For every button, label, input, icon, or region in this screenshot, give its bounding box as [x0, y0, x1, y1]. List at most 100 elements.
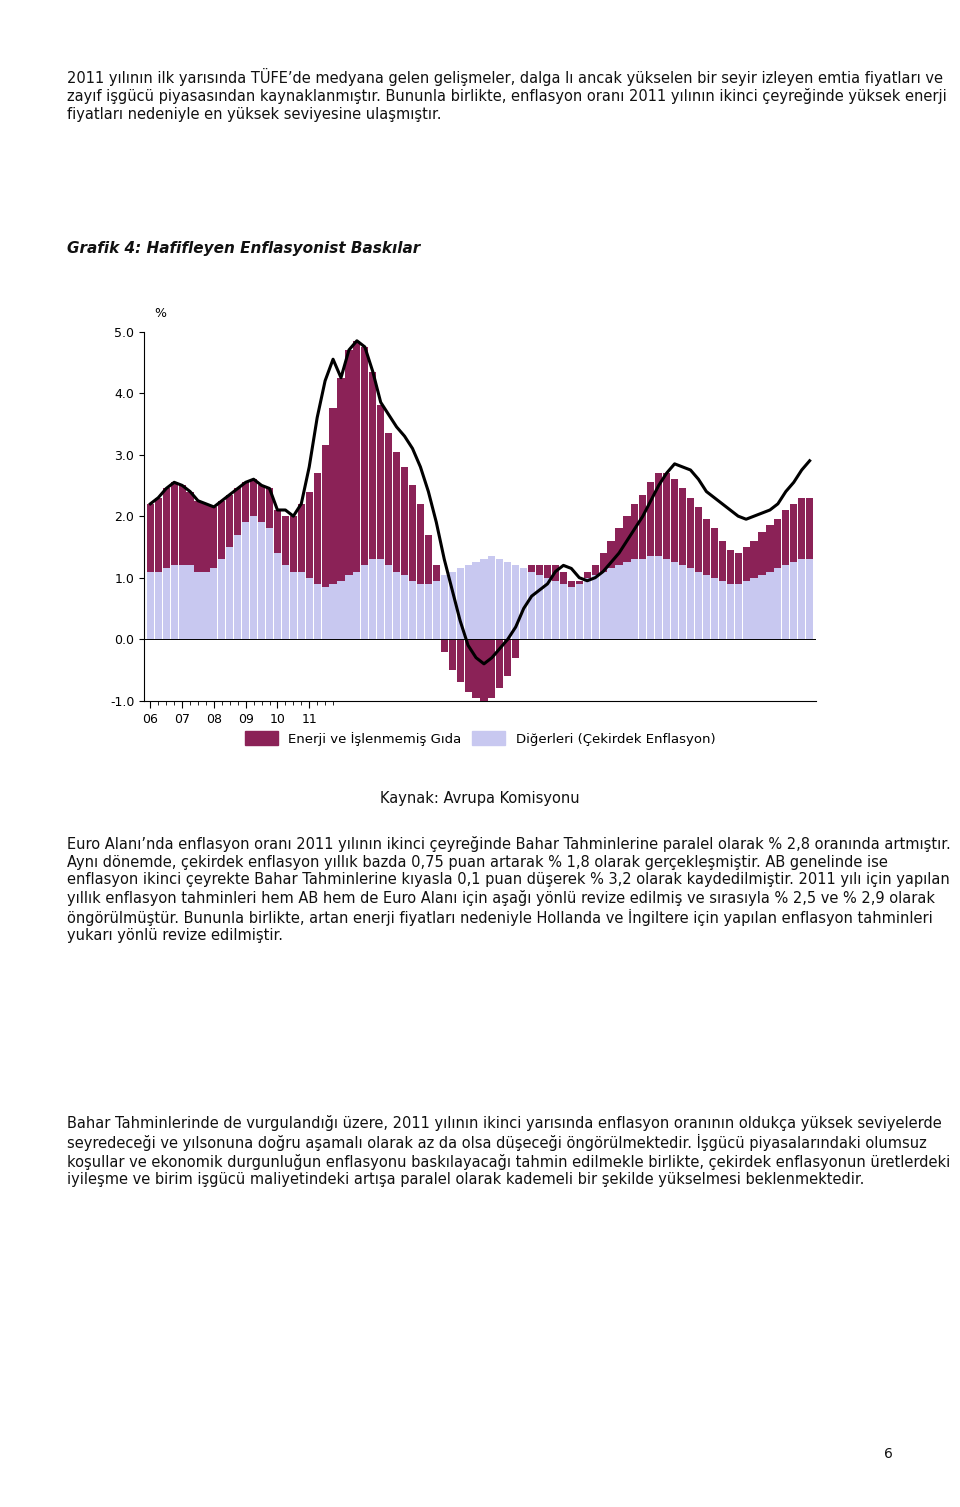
Text: 6: 6: [884, 1447, 893, 1462]
Bar: [647, 482, 655, 556]
Bar: [179, 565, 185, 639]
Bar: [203, 571, 209, 639]
Bar: [679, 565, 686, 639]
Bar: [615, 529, 623, 565]
Bar: [687, 497, 694, 568]
Bar: [496, 639, 503, 689]
Bar: [663, 473, 670, 559]
Bar: [314, 583, 321, 639]
Bar: [671, 562, 678, 639]
Bar: [608, 541, 614, 568]
Bar: [314, 473, 321, 583]
Bar: [305, 491, 313, 577]
Bar: [591, 574, 599, 639]
Bar: [576, 580, 583, 583]
Bar: [480, 559, 488, 639]
Bar: [162, 568, 170, 639]
Bar: [758, 574, 765, 639]
Bar: [147, 503, 154, 571]
Bar: [600, 571, 607, 639]
Bar: [433, 580, 440, 639]
Bar: [417, 503, 424, 583]
Bar: [266, 529, 273, 639]
Bar: [457, 639, 464, 683]
Bar: [218, 500, 226, 559]
Bar: [751, 577, 757, 639]
Bar: [679, 488, 686, 565]
Bar: [632, 503, 638, 559]
Bar: [655, 556, 662, 639]
Bar: [663, 559, 670, 639]
Bar: [742, 580, 750, 639]
Bar: [528, 565, 536, 571]
Bar: [727, 550, 733, 583]
Bar: [623, 562, 631, 639]
Bar: [448, 639, 456, 671]
Bar: [329, 408, 337, 583]
Bar: [361, 347, 369, 565]
Bar: [719, 580, 726, 639]
Bar: [655, 473, 662, 556]
Bar: [353, 571, 360, 639]
Bar: [385, 565, 393, 639]
Bar: [504, 562, 512, 639]
Bar: [385, 433, 393, 565]
Bar: [290, 571, 297, 639]
Bar: [258, 523, 265, 639]
Bar: [798, 497, 805, 559]
Bar: [441, 639, 447, 651]
Bar: [377, 405, 384, 559]
Bar: [377, 559, 384, 639]
Bar: [775, 568, 781, 639]
Bar: [195, 500, 202, 571]
Bar: [647, 556, 655, 639]
Bar: [234, 535, 241, 639]
Bar: [536, 574, 543, 639]
Bar: [234, 488, 241, 535]
Text: Azalan Enflasyonist Baskılar: Azalan Enflasyonist Baskılar: [12, 17, 298, 35]
Bar: [305, 577, 313, 639]
Bar: [409, 580, 416, 639]
Bar: [544, 565, 551, 577]
Bar: [210, 506, 218, 568]
Bar: [274, 509, 281, 553]
Bar: [719, 541, 726, 580]
Bar: [584, 571, 590, 577]
Bar: [337, 580, 345, 639]
Bar: [695, 506, 702, 571]
Bar: [528, 571, 536, 639]
Bar: [282, 565, 289, 639]
Bar: [179, 485, 185, 565]
Bar: [186, 491, 194, 565]
Bar: [632, 559, 638, 639]
Bar: [346, 574, 352, 639]
Bar: [472, 639, 480, 698]
Bar: [242, 482, 250, 523]
Bar: [298, 571, 305, 639]
Bar: [227, 494, 233, 547]
Bar: [370, 372, 376, 559]
Bar: [790, 503, 798, 562]
Bar: [424, 583, 432, 639]
Bar: [703, 520, 710, 574]
Bar: [513, 639, 519, 657]
Bar: [171, 482, 178, 565]
Bar: [457, 568, 464, 639]
Bar: [433, 565, 440, 580]
Bar: [361, 565, 369, 639]
Bar: [203, 503, 209, 571]
Bar: [710, 529, 718, 577]
Bar: [480, 639, 488, 701]
Bar: [608, 568, 614, 639]
Bar: [695, 571, 702, 639]
Bar: [489, 556, 495, 639]
Bar: [552, 565, 559, 580]
Bar: [393, 571, 400, 639]
Bar: [710, 577, 718, 639]
Text: %: %: [154, 307, 166, 321]
Bar: [266, 488, 273, 529]
Bar: [401, 467, 408, 574]
Bar: [600, 553, 607, 571]
Text: Bahar Tahminlerinde de vurgulandığı üzere, 2011 yılının ikinci yarısında enflasy: Bahar Tahminlerinde de vurgulandığı üzer…: [67, 1115, 950, 1188]
Bar: [734, 583, 742, 639]
